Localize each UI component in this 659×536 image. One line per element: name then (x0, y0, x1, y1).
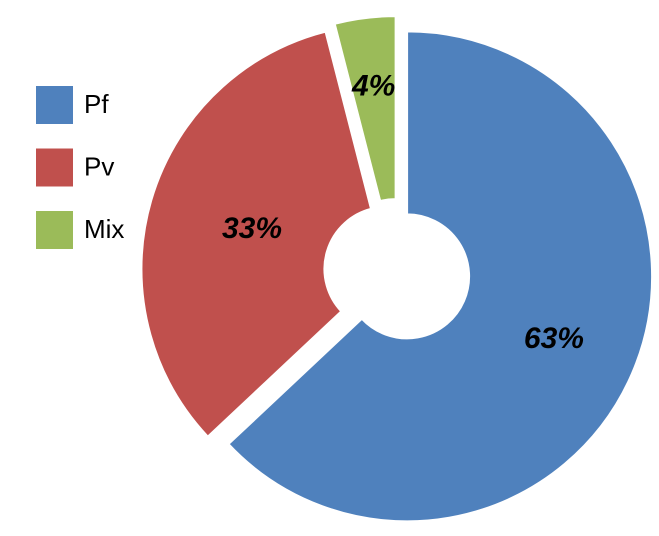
legend-swatch (36, 148, 73, 187)
legend-text: Mix (84, 214, 124, 244)
pie-slice (140, 30, 373, 439)
legend-text: Pf (84, 89, 109, 119)
value-label: 63% (524, 322, 584, 355)
value-label: 4% (351, 69, 395, 102)
legend-swatch (36, 86, 73, 124)
value-label: 33% (222, 212, 282, 245)
pie-slice (227, 30, 654, 523)
pie-slice (333, 15, 397, 203)
legend-swatch (36, 211, 73, 249)
legend-text: Pv (84, 151, 114, 181)
